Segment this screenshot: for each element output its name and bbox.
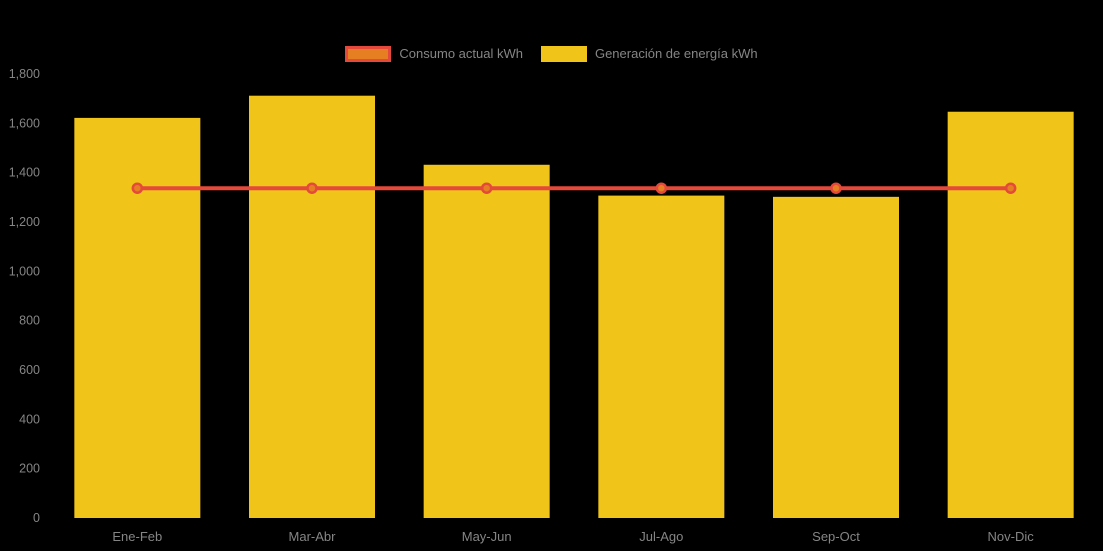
- bar-jul-ago[interactable]: [598, 195, 725, 518]
- legend-label-consumo-actual: Consumo actual kWh: [399, 46, 523, 61]
- y-axis-tick-label: 200: [19, 462, 40, 476]
- x-axis-tick-label: May-Jun: [462, 529, 512, 544]
- x-axis-tick-label: Nov-Dic: [988, 529, 1035, 544]
- y-axis-tick-label: 1,200: [9, 215, 40, 229]
- bar-nov-dic[interactable]: [947, 111, 1074, 518]
- y-axis-tick-label: 1,000: [9, 264, 40, 278]
- x-axis-tick-label: Jul-Ago: [639, 529, 683, 544]
- chart-legend: Consumo actual kWh Generación de energía…: [0, 46, 1103, 62]
- y-axis-tick-label: 800: [19, 314, 40, 328]
- consumo-point-may-jun[interactable]: [480, 182, 493, 194]
- legend-swatch-generacion-energia: [540, 46, 587, 62]
- y-axis-tick-label: 0: [33, 511, 40, 525]
- y-axis-tick-label: 400: [19, 412, 40, 426]
- bar-sep-oct[interactable]: [773, 196, 899, 519]
- consumo-point-jul-ago[interactable]: [655, 182, 668, 194]
- consumo-point-mar-abr[interactable]: [306, 182, 318, 194]
- bar-mar-abr[interactable]: [249, 95, 375, 518]
- x-axis-tick-label: Ene-Feb: [112, 529, 162, 544]
- legend-item-generacion-energia[interactable]: Generación de energía kWh: [540, 46, 758, 62]
- y-axis-tick-label: 1,400: [9, 166, 40, 180]
- consumo-point-sep-oct[interactable]: [830, 182, 842, 194]
- consumo-point-nov-dic[interactable]: [1004, 182, 1017, 194]
- legend-label-generacion-energia: Generación de energía kWh: [594, 46, 758, 61]
- bar-may-jun[interactable]: [423, 164, 550, 518]
- consumo-point-ene-feb[interactable]: [131, 182, 144, 194]
- legend-item-consumo-actual[interactable]: Consumo actual kWh: [345, 46, 523, 62]
- y-axis-tick-label: 1,600: [9, 116, 40, 130]
- y-axis-tick-label: 1,800: [9, 67, 40, 81]
- x-axis-tick-label: Mar-Abr: [289, 529, 337, 544]
- x-axis-tick-label: Sep-Oct: [812, 529, 860, 544]
- bar-ene-feb[interactable]: [74, 117, 201, 519]
- legend-swatch-consumo-actual: [345, 46, 392, 62]
- y-axis-tick-label: 600: [19, 363, 40, 377]
